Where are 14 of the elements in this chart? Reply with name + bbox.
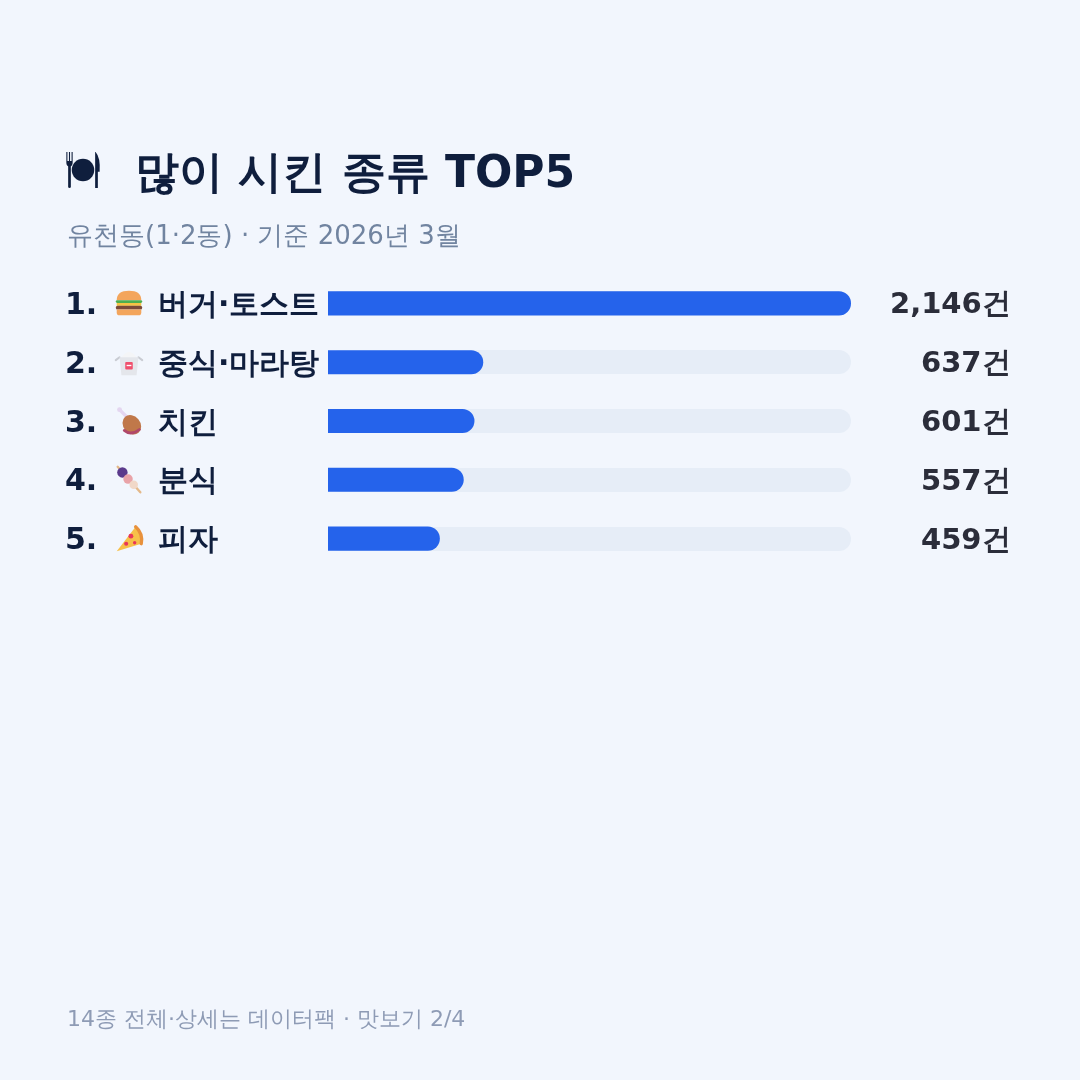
category-label: 3. 치킨: [65, 403, 218, 439]
chart-subtitle: 유천동(1·2동) · 기준 2026년 3월: [67, 220, 461, 250]
text: 14종 전체·상세는 데이터팩 · 맛보기 2/4: [67, 1006, 466, 1031]
category-label: 4. 분식: [65, 462, 218, 498]
bar: [328, 526, 440, 551]
data-label: 459건: [921, 522, 1011, 556]
chart-title: 많이 시킨 종류 TOP5: [135, 146, 576, 198]
category-label: 1. 버거·토스트: [65, 285, 320, 321]
data-label: 557건: [921, 463, 1011, 497]
data-label: 2,146건: [890, 286, 1011, 320]
category-label: 2. 중식·마라탕: [65, 344, 320, 380]
category-label: 5. 피자: [65, 521, 218, 557]
data-label: 637건: [921, 345, 1011, 379]
data-label: 601건: [921, 404, 1011, 438]
